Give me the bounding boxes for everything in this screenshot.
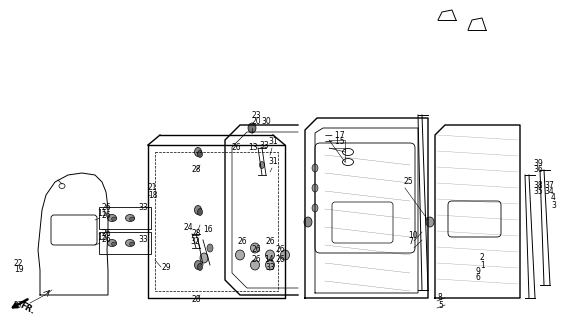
- Text: 26: 26: [252, 245, 262, 254]
- Text: 7: 7: [408, 237, 413, 246]
- Text: 22: 22: [14, 259, 23, 268]
- Ellipse shape: [304, 217, 312, 227]
- Text: 26: 26: [252, 255, 262, 265]
- Ellipse shape: [198, 263, 203, 270]
- Text: 33: 33: [138, 236, 148, 244]
- Text: 28: 28: [192, 228, 202, 237]
- Text: 23: 23: [252, 110, 262, 119]
- Text: 16: 16: [203, 226, 212, 235]
- Text: 13: 13: [248, 143, 258, 153]
- Ellipse shape: [126, 214, 135, 221]
- Ellipse shape: [266, 260, 275, 270]
- Ellipse shape: [266, 250, 275, 260]
- Text: 26: 26: [101, 211, 111, 220]
- Text: 28: 28: [192, 294, 202, 303]
- Ellipse shape: [198, 209, 203, 215]
- Text: 19: 19: [14, 266, 23, 275]
- Text: 25: 25: [404, 178, 413, 187]
- Ellipse shape: [312, 204, 318, 212]
- Ellipse shape: [200, 253, 208, 263]
- Text: 28: 28: [192, 165, 202, 174]
- Ellipse shape: [111, 242, 116, 246]
- Ellipse shape: [130, 217, 135, 221]
- Text: 26: 26: [266, 237, 276, 246]
- Ellipse shape: [195, 205, 202, 214]
- Text: 10: 10: [408, 230, 417, 239]
- Text: 9: 9: [475, 267, 480, 276]
- Text: — 17: — 17: [325, 131, 345, 140]
- Text: 12: 12: [97, 233, 107, 242]
- Ellipse shape: [235, 250, 244, 260]
- Text: 5: 5: [438, 300, 443, 309]
- Ellipse shape: [312, 164, 318, 172]
- Ellipse shape: [248, 123, 256, 133]
- Text: 35: 35: [533, 188, 543, 196]
- Ellipse shape: [195, 260, 202, 269]
- Text: — 15: — 15: [325, 138, 345, 147]
- Text: 14: 14: [264, 255, 274, 265]
- Ellipse shape: [312, 184, 318, 192]
- Text: 31: 31: [268, 138, 278, 147]
- Text: 1: 1: [480, 260, 485, 269]
- Ellipse shape: [426, 217, 434, 227]
- Ellipse shape: [107, 239, 116, 246]
- Text: 30: 30: [261, 117, 271, 126]
- Ellipse shape: [130, 242, 135, 246]
- Text: 36: 36: [533, 165, 543, 174]
- Ellipse shape: [259, 162, 264, 169]
- Ellipse shape: [126, 239, 135, 246]
- Ellipse shape: [251, 243, 259, 253]
- Ellipse shape: [280, 250, 289, 260]
- Text: 26: 26: [276, 255, 286, 265]
- Text: 24: 24: [183, 223, 192, 233]
- Text: 26: 26: [101, 228, 111, 237]
- Text: 8: 8: [438, 293, 443, 302]
- Ellipse shape: [111, 217, 116, 221]
- Text: 26: 26: [276, 245, 286, 254]
- Text: 33: 33: [259, 140, 269, 149]
- Text: 29: 29: [161, 262, 171, 271]
- Text: 39: 39: [533, 158, 543, 167]
- Text: 26: 26: [231, 143, 240, 153]
- Ellipse shape: [198, 150, 203, 157]
- Text: FR.: FR.: [18, 300, 36, 316]
- Text: 34: 34: [544, 188, 554, 196]
- Text: 26: 26: [237, 237, 247, 246]
- Text: 20: 20: [252, 117, 262, 126]
- Text: 2: 2: [480, 253, 485, 262]
- Text: 18: 18: [148, 190, 158, 199]
- Ellipse shape: [207, 244, 213, 252]
- Text: 32: 32: [190, 237, 200, 246]
- Text: 31: 31: [268, 157, 278, 166]
- Text: 6: 6: [475, 274, 480, 283]
- Ellipse shape: [107, 214, 116, 221]
- Text: 3: 3: [551, 201, 556, 210]
- Text: 38: 38: [533, 180, 542, 189]
- Text: 33: 33: [138, 204, 148, 212]
- Ellipse shape: [251, 260, 259, 270]
- Text: 4: 4: [551, 194, 556, 203]
- Text: 33: 33: [265, 263, 275, 273]
- Ellipse shape: [195, 148, 202, 156]
- Text: 21: 21: [148, 183, 158, 193]
- Text: 11: 11: [97, 209, 107, 218]
- Text: 27: 27: [14, 301, 23, 310]
- Text: 26: 26: [101, 204, 111, 212]
- Text: 26: 26: [101, 236, 111, 244]
- Text: 37: 37: [544, 180, 554, 189]
